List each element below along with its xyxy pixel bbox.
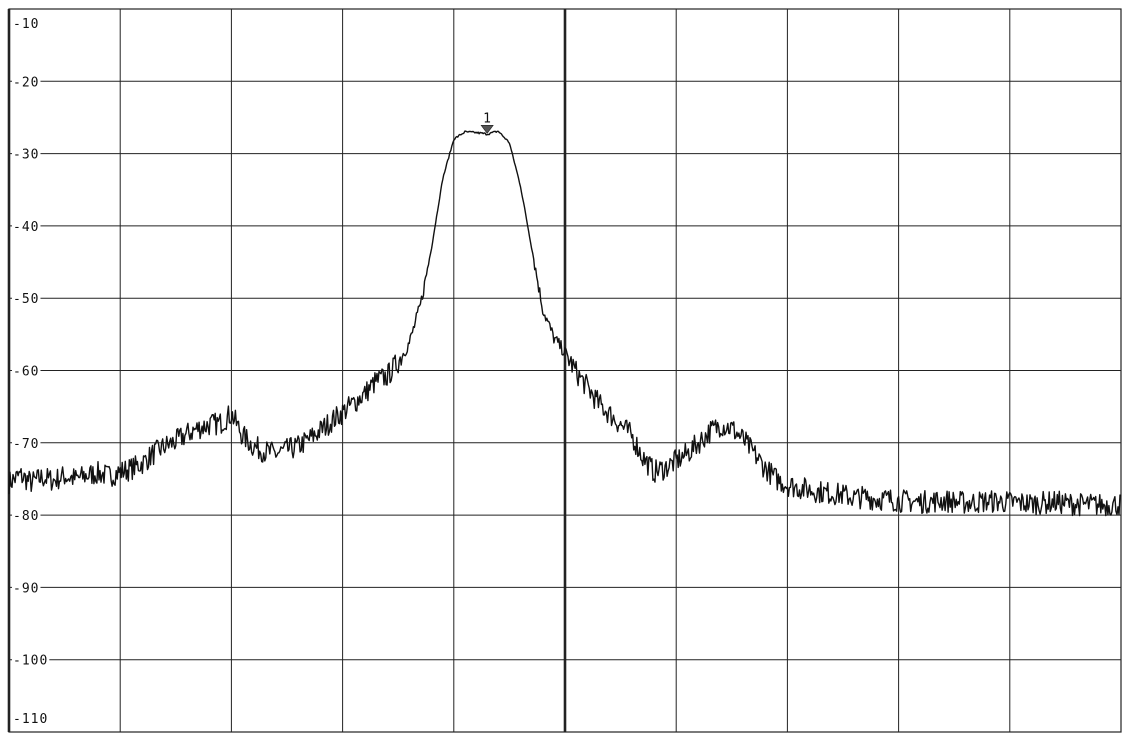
y-tick-label: -80 [13, 509, 39, 524]
y-tick-label: -10 [13, 17, 39, 32]
spectrum-trace [8, 130, 1122, 517]
y-tick-label: -110 [13, 712, 48, 727]
y-tick-label-bg [12, 75, 41, 91]
y-tick-label: -40 [13, 220, 39, 235]
y-tick-label-bg [12, 364, 41, 380]
y-tick-labels: -10 -20 -30 -40 -50 -60 -70 -80 -90 -100 -110 [12, 17, 50, 727]
y-tick-label: -20 [13, 75, 39, 90]
y-tick-label-bg [12, 712, 50, 727]
y-tick-label: -90 [13, 581, 39, 596]
y-tick-label-bg [12, 436, 41, 452]
marker-label: 1 [483, 111, 491, 126]
y-tick-label-bg [12, 653, 50, 669]
y-tick-label-bg [12, 219, 41, 235]
y-tick-label-bg [12, 509, 41, 525]
y-tick-label: -30 [13, 148, 39, 163]
y-tick-label: -50 [13, 292, 39, 307]
marker-triangle-icon [480, 125, 494, 134]
y-tick-label-bg [12, 147, 41, 163]
marker-layer: 1 [480, 111, 494, 134]
y-tick-label-bg [12, 581, 41, 597]
trace-layer [8, 130, 1122, 517]
y-tick-label: -60 [13, 365, 39, 380]
y-tick-label: -70 [13, 437, 39, 452]
y-tick-label-bg [12, 292, 41, 308]
y-tick-label: -100 [13, 654, 48, 669]
y-tick-label-bg [12, 17, 41, 32]
grid-layer [7, 8, 1122, 733]
